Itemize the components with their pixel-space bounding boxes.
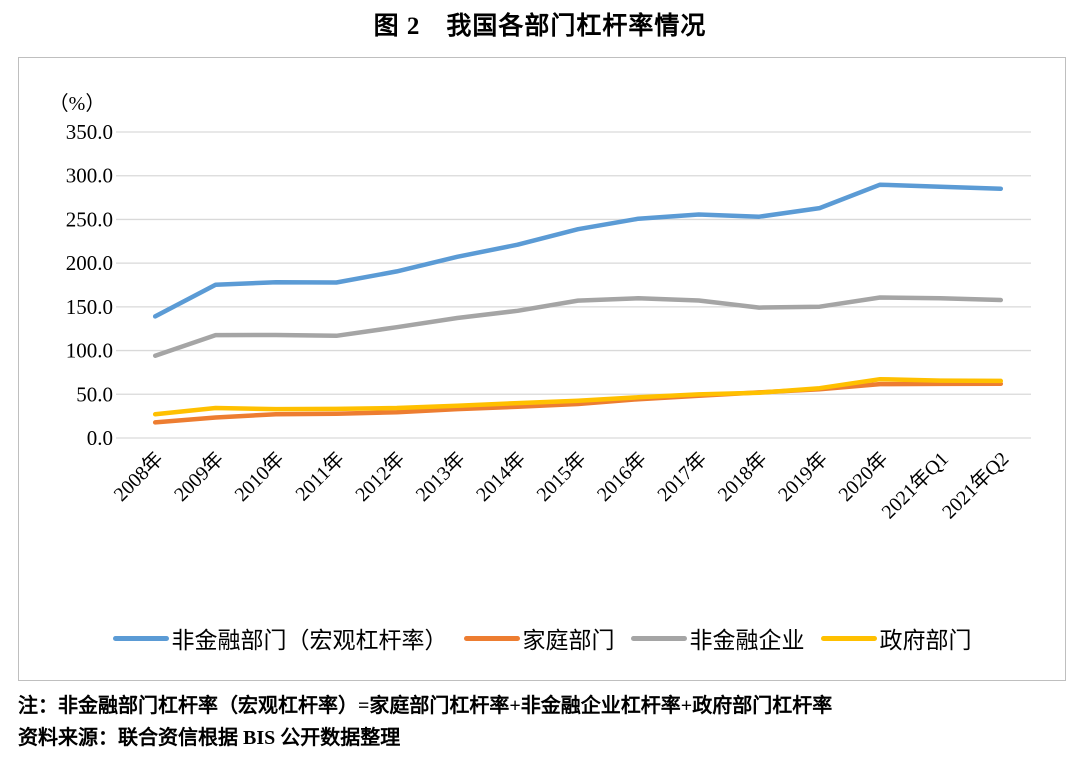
x-tick-label: 2018年 <box>713 447 772 506</box>
x-tick-label: 2008年 <box>109 447 168 506</box>
y-tick-label: 100.0 <box>66 339 113 363</box>
x-tick-label: 2020年 <box>834 447 893 506</box>
legend-item-1: 家庭部门 <box>463 621 615 655</box>
x-tick-label: 2017年 <box>653 447 712 506</box>
footnotes: 注：非金融部门杠杆率（宏观杠杆率）=家庭部门杠杆率+非金融企业杠杆率+政府部门杠… <box>18 690 1066 754</box>
legend-item-2: 非金融企业 <box>630 621 805 655</box>
note-definition: 注：非金融部门杠杆率（宏观杠杆率）=家庭部门杠杆率+非金融企业杠杆率+政府部门杠… <box>18 695 833 717</box>
y-tick-label: 0.0 <box>87 426 113 450</box>
y-axis-unit-label: （%） <box>49 92 106 115</box>
y-tick-label: 350.0 <box>66 120 113 144</box>
legend-item-3: 政府部门 <box>820 621 972 655</box>
series-line-3 <box>152 376 1004 417</box>
legend-swatch-0 <box>112 635 169 641</box>
legend-item-0: 非金融部门（宏观杠杆率） <box>112 621 448 655</box>
chart-frame: （%） 0.0 50.0 100.0 150.0 200.0 250.0 300.0 350.0… <box>18 57 1066 681</box>
legend-label-0: 非金融部门（宏观杠杆率） <box>171 628 448 653</box>
x-tick-label: 2021年Q2 <box>937 447 1013 523</box>
x-tick-label: 2013年 <box>411 447 470 506</box>
series-line-1 <box>152 381 1004 425</box>
series-line-2 <box>152 295 1004 358</box>
x-tick-label: 2011年 <box>291 447 349 505</box>
x-tick-label: 2010年 <box>230 447 289 506</box>
note-source: 资料来源：联合资信根据 BIS 公开数据整理 <box>18 727 401 749</box>
y-tick-label: 200.0 <box>66 251 113 275</box>
x-tick-label: 2009年 <box>169 447 228 506</box>
legend-swatch-2 <box>630 635 687 641</box>
x-tick-label: 2019年 <box>773 447 832 506</box>
legend-swatch-3 <box>820 635 877 641</box>
x-tick-label: 2015年 <box>532 447 591 506</box>
x-tick-label: 2012年 <box>351 447 410 506</box>
y-tick-label: 250.0 <box>66 207 113 231</box>
leverage-line-chart: （%） 0.0 50.0 100.0 150.0 200.0 250.0 300.0 350.0… <box>49 92 1031 523</box>
x-tick-label: 2016年 <box>592 447 651 506</box>
legend-swatch-1 <box>463 635 520 641</box>
legend: 非金融部门（宏观杠杆率） 家庭部门 非金融企业 政府部门 <box>19 618 1065 658</box>
legend-label-3: 政府部门 <box>879 628 972 653</box>
legend-label-1: 家庭部门 <box>522 628 615 653</box>
legend-label-2: 非金融企业 <box>689 628 805 653</box>
chart-title: 图 2 我国各部门杠杆率情况 <box>373 13 707 40</box>
y-tick-label: 300.0 <box>66 164 113 188</box>
series-line-0 <box>152 182 1004 319</box>
x-tick-label: 2014年 <box>471 447 530 506</box>
y-tick-label: 50.0 <box>76 382 113 406</box>
y-tick-label: 150.0 <box>66 295 113 319</box>
